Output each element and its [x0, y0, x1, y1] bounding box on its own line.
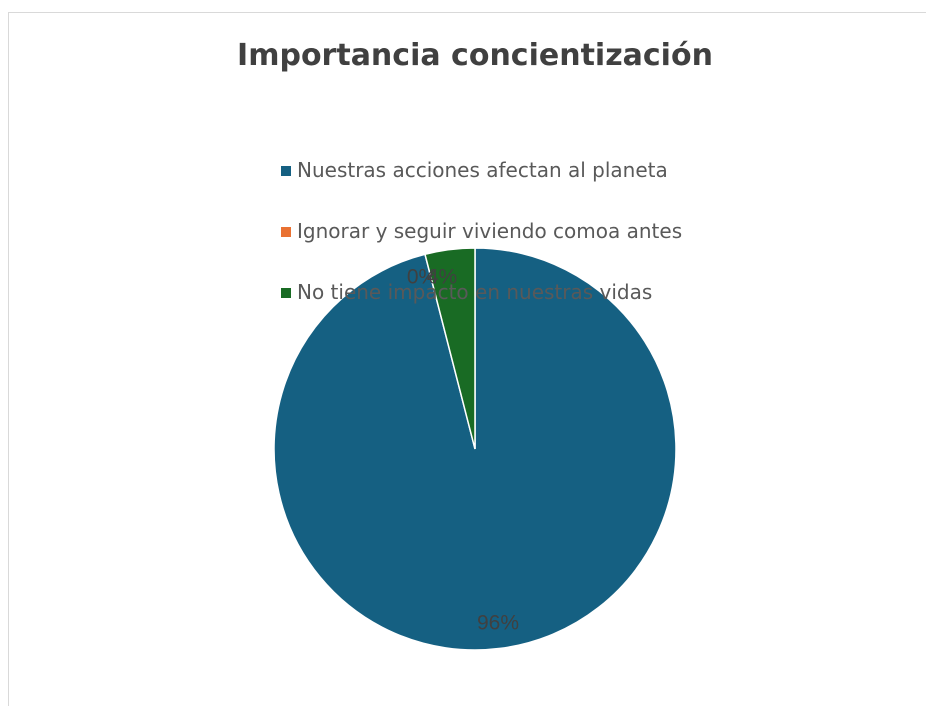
chart-title: Importancia concientización — [237, 38, 713, 73]
legend-item-no-impacto: No tiene impacto en nuestras vidas — [281, 280, 682, 341]
legend-label: Nuestras acciones afectan al planeta — [297, 158, 668, 182]
legend-item-ignorar: Ignorar y seguir viviendo comoa antes — [281, 219, 682, 280]
slice-data-label-0: 96% — [477, 612, 519, 635]
slice-data-label-2: 4% — [427, 266, 457, 289]
chart-frame — [8, 12, 926, 706]
legend-swatch — [281, 227, 291, 237]
legend-swatch — [281, 288, 291, 298]
legend-swatch — [281, 166, 291, 176]
legend: Nuestras acciones afectan al planeta Ign… — [281, 158, 682, 341]
legend-label: Ignorar y seguir viviendo comoa antes — [297, 219, 683, 243]
pie-slice-2 — [424, 247, 476, 450]
legend-label: No tiene impacto en nuestras vidas — [297, 280, 653, 304]
legend-item-nuestras-acciones: Nuestras acciones afectan al planeta — [281, 158, 682, 219]
slice-data-label-1: 0% — [407, 266, 437, 289]
